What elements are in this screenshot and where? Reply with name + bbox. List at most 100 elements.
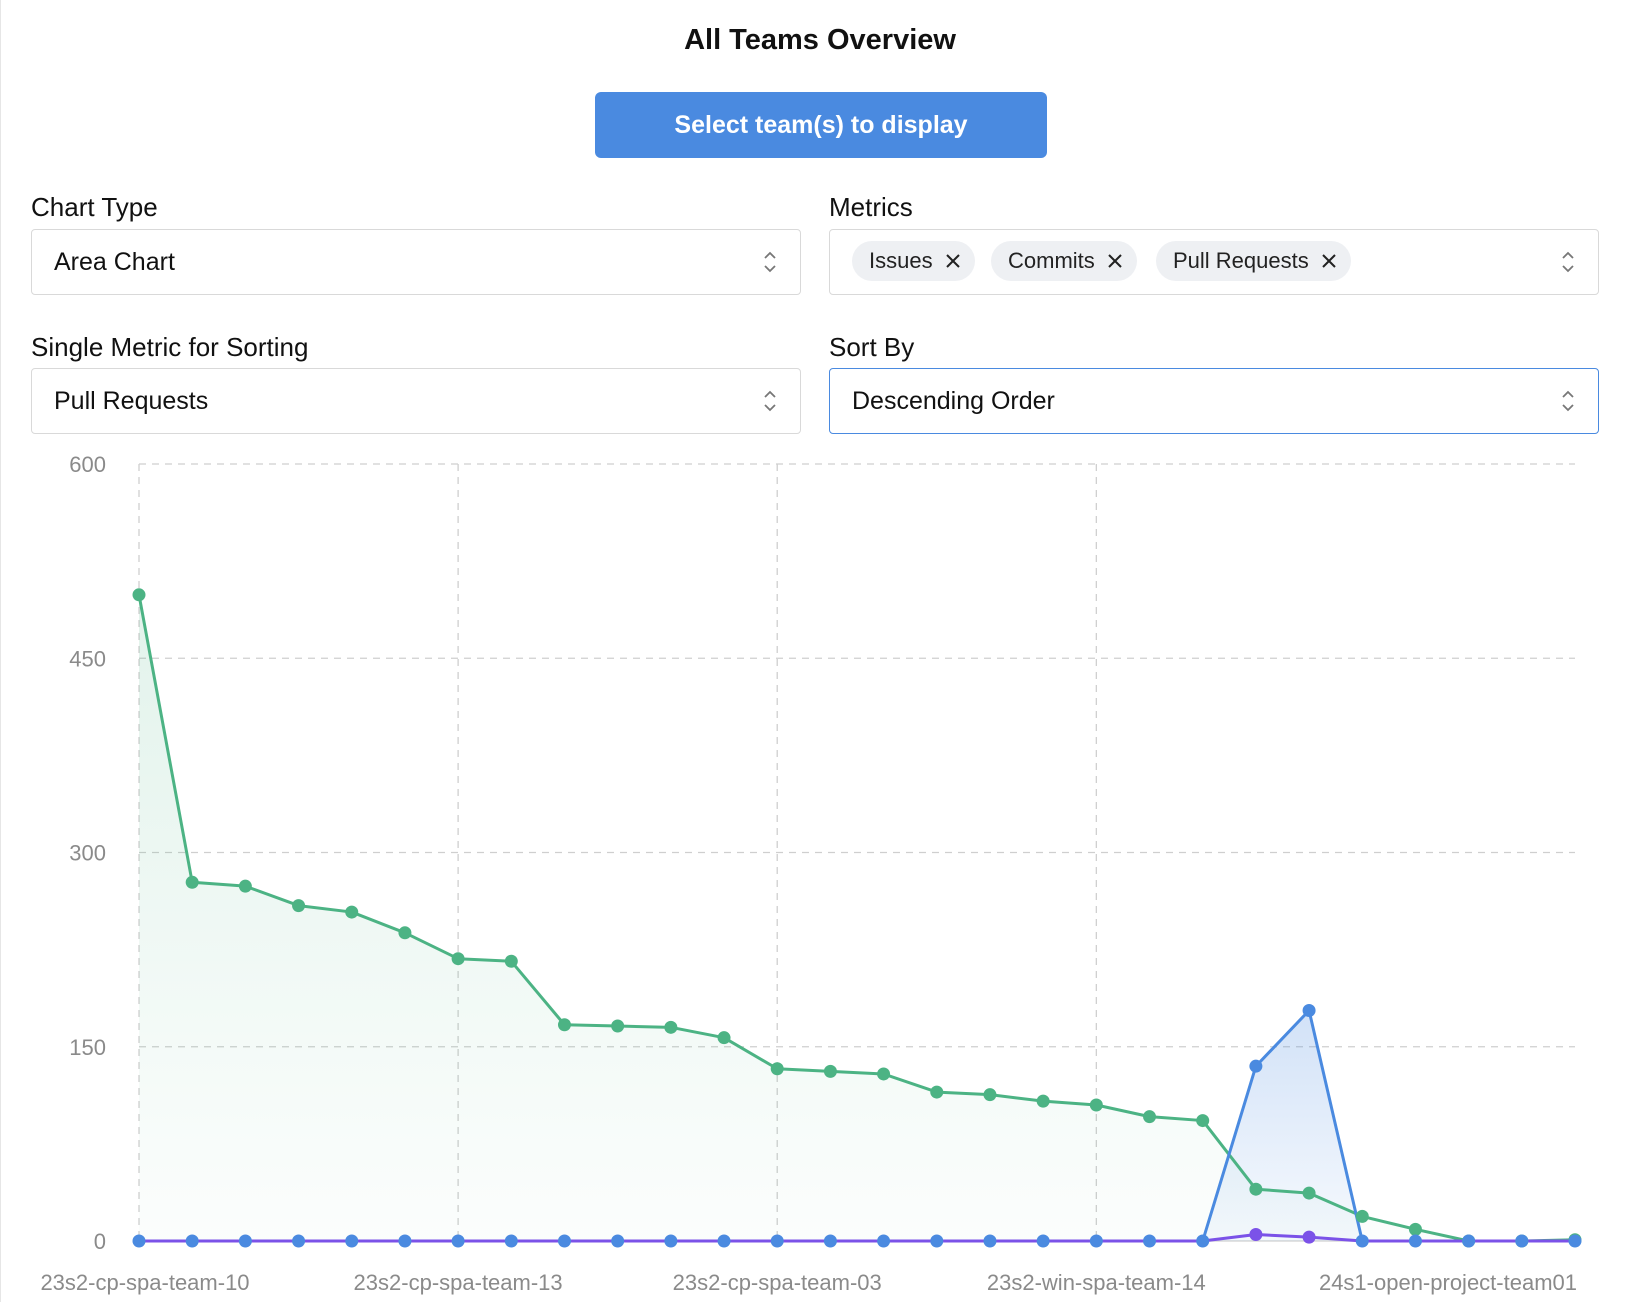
data-point <box>398 1235 411 1248</box>
data-point <box>1249 1228 1262 1241</box>
data-point <box>1143 1110 1156 1123</box>
metrics-label: Metrics <box>829 192 913 223</box>
data-point <box>824 1065 837 1078</box>
data-point <box>824 1235 837 1248</box>
close-icon[interactable] <box>1107 253 1123 269</box>
metric-tag-issues[interactable]: Issues <box>852 241 975 281</box>
select-teams-button[interactable]: Select team(s) to display <box>595 92 1047 158</box>
series-line <box>139 595 1575 1241</box>
data-point <box>718 1031 731 1044</box>
data-point <box>186 1235 199 1248</box>
data-point <box>1569 1233 1582 1246</box>
data-point <box>345 906 358 919</box>
data-point <box>1143 1235 1156 1248</box>
data-point <box>664 1021 677 1034</box>
metric-tag-commits[interactable]: Commits <box>991 241 1137 281</box>
data-point <box>771 1235 784 1248</box>
data-point <box>1249 1183 1262 1196</box>
data-point <box>611 1020 624 1033</box>
data-point <box>1196 1114 1209 1127</box>
page-left-border <box>0 0 1 1302</box>
y-tick-label: 300 <box>69 841 106 866</box>
chevron-up-down-icon <box>1560 387 1576 415</box>
data-point <box>292 1235 305 1248</box>
metrics-multiselect[interactable]: Issues Commits Pull Requests <box>829 229 1599 295</box>
metric-tag-pull-requests[interactable]: Pull Requests <box>1156 241 1351 281</box>
data-point <box>1303 1187 1316 1200</box>
data-point <box>1090 1235 1103 1248</box>
data-point <box>505 1235 518 1248</box>
sort-metric-label: Single Metric for Sorting <box>31 332 308 363</box>
metric-tag-label: Commits <box>1008 248 1095 274</box>
data-point <box>1515 1235 1528 1248</box>
x-tick-label: 23s2-win-spa-team-14 <box>987 1270 1206 1295</box>
chart-type-value: Area Chart <box>54 230 175 294</box>
series-area <box>139 1010 1575 1241</box>
data-point <box>877 1067 890 1080</box>
data-point <box>930 1235 943 1248</box>
data-point <box>1196 1235 1209 1248</box>
sort-by-label: Sort By <box>829 332 914 363</box>
metric-tag-label: Pull Requests <box>1173 248 1309 274</box>
chevron-up-down-icon <box>762 387 778 415</box>
chart-type-select[interactable]: Area Chart <box>31 229 801 295</box>
data-point <box>930 1086 943 1099</box>
data-point <box>1356 1210 1369 1223</box>
data-point <box>1515 1235 1528 1248</box>
data-point <box>292 899 305 912</box>
data-point <box>1409 1235 1422 1248</box>
page-title: All Teams Overview <box>0 24 1628 57</box>
y-tick-label: 150 <box>69 1035 106 1060</box>
data-point <box>239 880 252 893</box>
data-point <box>452 1235 465 1248</box>
close-icon[interactable] <box>945 253 961 269</box>
data-point <box>611 1235 624 1248</box>
chevron-up-down-icon <box>762 248 778 276</box>
data-point <box>239 1235 252 1248</box>
data-point <box>1569 1235 1582 1248</box>
data-point <box>345 1235 358 1248</box>
data-point <box>1303 1231 1316 1244</box>
data-point <box>1462 1235 1475 1248</box>
data-point <box>452 952 465 965</box>
data-point <box>558 1018 571 1031</box>
y-tick-label: 600 <box>69 452 106 477</box>
data-point <box>505 955 518 968</box>
data-point <box>558 1235 571 1248</box>
data-point <box>1409 1223 1422 1236</box>
data-point <box>1356 1235 1369 1248</box>
data-point <box>1303 1004 1316 1017</box>
data-point <box>771 1062 784 1075</box>
data-point <box>133 588 146 601</box>
chart-type-label: Chart Type <box>31 192 158 223</box>
data-point <box>1462 1235 1475 1248</box>
data-point <box>133 1235 146 1248</box>
sort-by-select[interactable]: Descending Order <box>829 368 1599 434</box>
x-tick-label: 23s2-cp-spa-team-10 <box>40 1270 249 1295</box>
data-point <box>186 876 199 889</box>
data-point <box>398 926 411 939</box>
y-tick-label: 450 <box>69 646 106 671</box>
data-point <box>1037 1235 1050 1248</box>
data-point <box>1037 1095 1050 1108</box>
data-point <box>983 1088 996 1101</box>
sort-metric-select[interactable]: Pull Requests <box>31 368 801 434</box>
series-line <box>139 1235 1575 1241</box>
close-icon[interactable] <box>1321 253 1337 269</box>
sort-metric-value: Pull Requests <box>54 369 208 433</box>
metric-tag-label: Issues <box>869 248 933 274</box>
data-point <box>664 1235 677 1248</box>
x-tick-label: 23s2-cp-spa-team-13 <box>354 1270 563 1295</box>
data-point <box>877 1235 890 1248</box>
x-tick-label: 23s2-cp-spa-team-03 <box>673 1270 882 1295</box>
x-tick-label: 24s1-open-project-team01 <box>1319 1270 1577 1295</box>
series-area <box>139 595 1575 1241</box>
chevron-up-down-icon <box>1560 248 1576 276</box>
data-point <box>718 1235 731 1248</box>
y-tick-label: 0 <box>94 1229 106 1254</box>
data-point <box>1249 1060 1262 1073</box>
sort-by-value: Descending Order <box>852 369 1055 433</box>
series-line <box>139 1010 1575 1241</box>
data-point <box>1090 1099 1103 1112</box>
